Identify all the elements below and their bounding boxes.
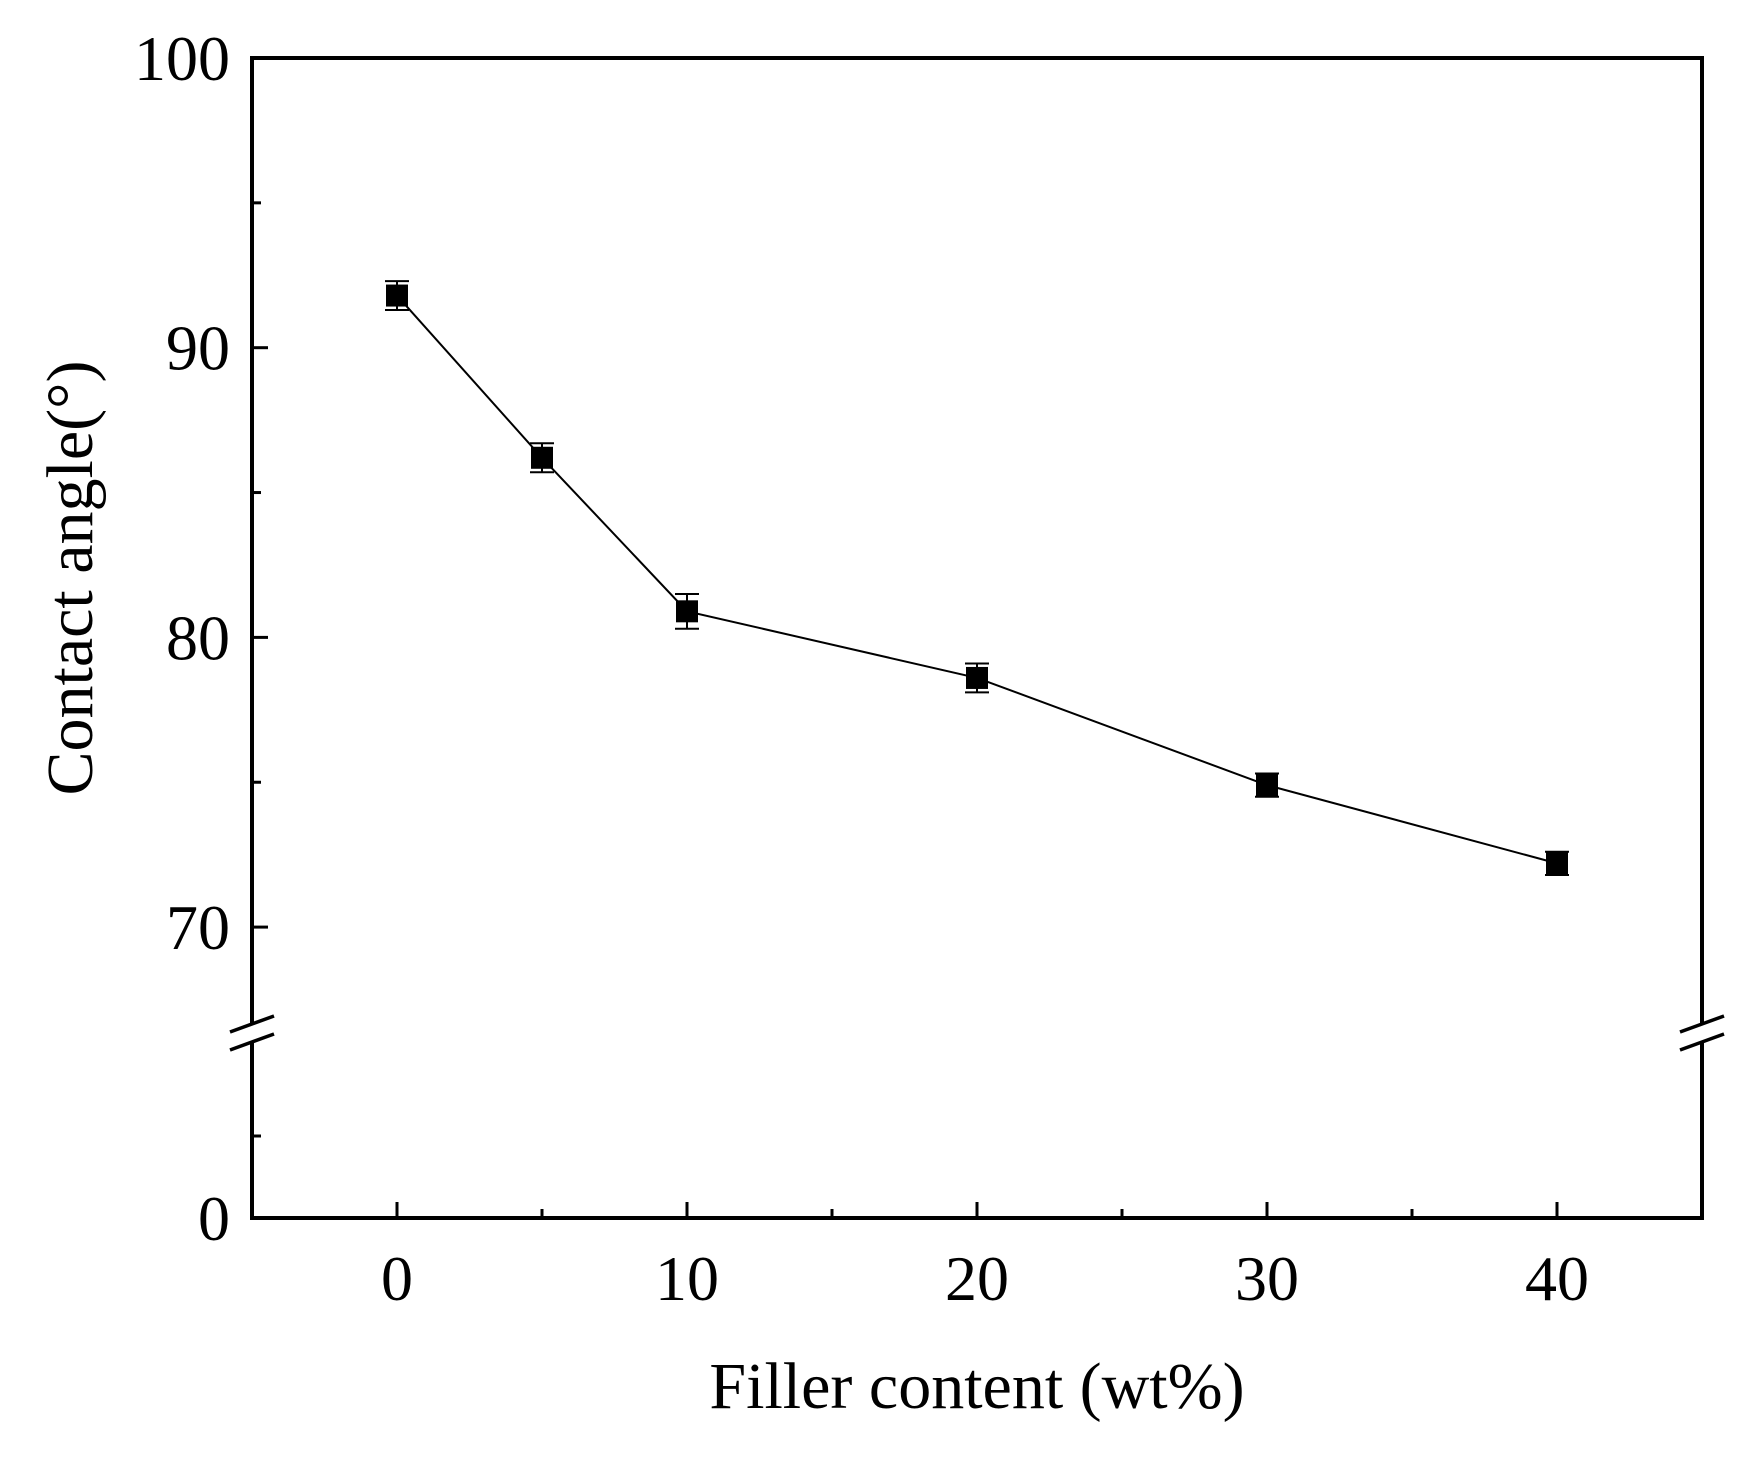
y-tick-label: 70 — [166, 892, 230, 963]
y-tick-label: 0 — [198, 1183, 230, 1254]
y-axis-title: Contact angle(°) — [34, 360, 107, 795]
data-point — [1256, 774, 1278, 797]
series-line — [396, 294, 1558, 865]
plot-border — [250, 56, 1704, 1220]
x-axis-title: Filler content (wt%) — [709, 1350, 1244, 1423]
data-point — [386, 284, 408, 307]
plot-frame — [250, 56, 1704, 1220]
axis-break-slash — [229, 1014, 275, 1034]
x-tick-label: 10 — [655, 1243, 719, 1314]
axis-break-marks — [229, 1014, 1725, 1052]
data-point — [1546, 852, 1568, 875]
data-point — [966, 666, 988, 689]
y-axis-ticks: 0 70 80 90 100 — [134, 23, 268, 1254]
data-point — [676, 600, 698, 623]
axis-break-gap — [246, 1025, 258, 1043]
y-tick-label: 90 — [166, 313, 230, 384]
axis-break-gap — [1696, 1025, 1708, 1043]
y-tick-label: 100 — [134, 23, 230, 94]
axis-break-slash — [229, 1032, 275, 1052]
axis-break-slash — [1679, 1032, 1725, 1052]
x-tick-label: 30 — [1235, 1243, 1299, 1314]
y-tick-label: 80 — [166, 602, 230, 673]
x-tick-label: 0 — [381, 1243, 413, 1314]
x-axis-ticks: 0 10 20 30 40 — [381, 1202, 1589, 1314]
x-tick-label: 40 — [1525, 1243, 1589, 1314]
data-point — [531, 446, 553, 469]
data-series — [385, 280, 1569, 876]
axis-break-slash — [1679, 1014, 1725, 1034]
x-tick-label: 20 — [945, 1243, 1009, 1314]
